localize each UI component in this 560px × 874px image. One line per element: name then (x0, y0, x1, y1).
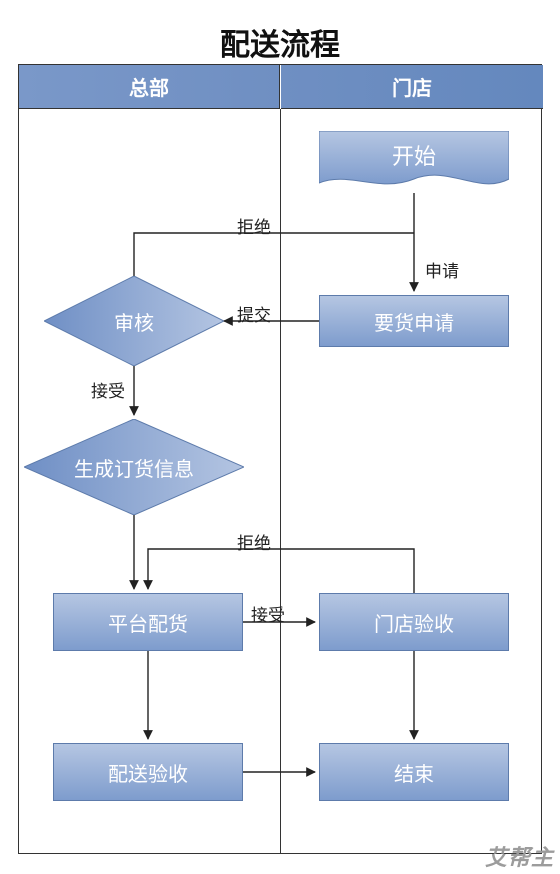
node-allocate: 平台配货 (53, 593, 243, 651)
edge-label-reject1: 拒绝 (237, 213, 271, 238)
node-inspect-label: 门店验收 (374, 608, 454, 637)
column-header-store: 门店 (281, 65, 543, 109)
node-start-label: 开始 (319, 131, 509, 179)
edge-label-accept1: 接受 (91, 377, 125, 402)
node-start: 开始 (319, 131, 509, 197)
watermark: 艾帮主 (485, 840, 554, 872)
edge-label-submit: 提交 (237, 301, 271, 326)
edge-label-reject2: 拒绝 (237, 529, 271, 554)
edge-label-apply: 申请 (425, 257, 459, 282)
node-end-label: 结束 (394, 758, 434, 787)
node-review-label: 审核 (44, 276, 224, 366)
swimlane-frame: 总部 门店 开始 要货申请 审核 (18, 64, 542, 854)
node-delivery-label: 配送验收 (108, 758, 188, 787)
edge-label-accept2: 接受 (251, 601, 285, 626)
node-allocate-label: 平台配货 (108, 608, 188, 637)
column-header-hq: 总部 (19, 65, 280, 109)
node-review: 审核 (44, 276, 224, 366)
node-generate: 生成订货信息 (24, 419, 244, 515)
node-generate-label: 生成订货信息 (24, 419, 244, 515)
node-request: 要货申请 (319, 295, 509, 347)
swimlane-divider (280, 109, 281, 853)
page-title: 配送流程 (0, 0, 560, 74)
node-request-label: 要货申请 (374, 307, 454, 336)
node-inspect: 门店验收 (319, 593, 509, 651)
node-end: 结束 (319, 743, 509, 801)
node-delivery: 配送验收 (53, 743, 243, 801)
